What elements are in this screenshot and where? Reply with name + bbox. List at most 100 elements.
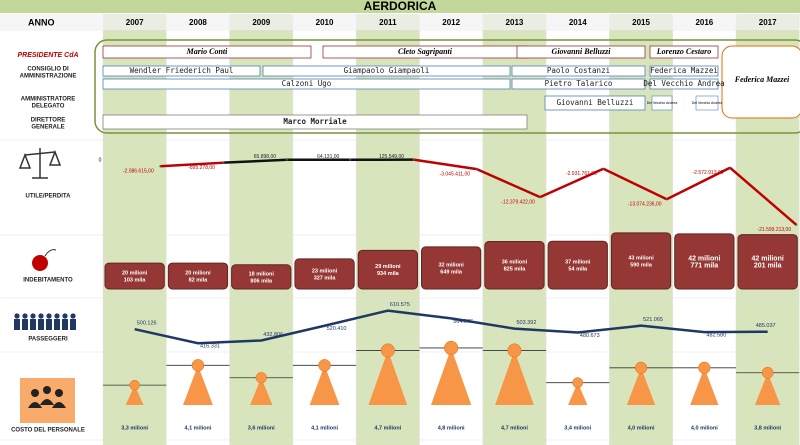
data-label: 201 mila xyxy=(754,263,782,270)
name-text: Giovanni Belluzzi xyxy=(557,98,634,107)
data-label: 825 mila xyxy=(504,267,527,273)
icon-part xyxy=(22,319,28,330)
icon-part xyxy=(46,319,52,330)
year-label: 2009 xyxy=(252,18,270,27)
profit-segment xyxy=(729,166,798,226)
data-label: 37 milioni xyxy=(565,260,591,266)
name-box xyxy=(649,45,719,59)
profit-point xyxy=(285,158,288,161)
cost-head xyxy=(761,366,774,379)
name-box xyxy=(102,65,261,77)
icon-part xyxy=(14,313,20,319)
profit-point xyxy=(539,196,542,199)
data-label: 480.673 xyxy=(580,333,600,339)
row-label: GENERALE xyxy=(31,125,64,131)
year-label: 2016 xyxy=(695,18,713,27)
name-text: Federica Mazzei xyxy=(650,66,718,75)
name-text: Del Vecchio Andrea xyxy=(643,79,724,88)
scale-icon xyxy=(18,148,62,179)
icon-part xyxy=(18,149,62,179)
name-box xyxy=(544,95,646,111)
title: AERDORICA xyxy=(364,0,437,13)
name-box xyxy=(262,65,511,77)
profit-point xyxy=(222,161,225,164)
cost-triangle xyxy=(309,365,340,405)
y-tick-label: 0 xyxy=(99,157,102,163)
name-text: Del Vecchio Andrea xyxy=(647,101,678,105)
data-label: 4,0 milioni xyxy=(691,425,718,431)
row-label: PRESIDENTE CdA xyxy=(17,52,78,59)
row-label: AMMINISTRATORE xyxy=(21,97,75,103)
name-text: Pietro Talarico xyxy=(545,79,613,88)
data-label: 20 milioni xyxy=(122,270,148,276)
data-label: 649 mila xyxy=(440,269,463,275)
icon-part xyxy=(46,313,52,319)
debt-box xyxy=(674,233,735,290)
icon-part xyxy=(54,313,60,319)
year-label: 2015 xyxy=(632,18,650,27)
data-label: 65.898,00 xyxy=(254,154,276,160)
name-box xyxy=(649,65,719,77)
profit-segment xyxy=(223,158,287,164)
icon-part xyxy=(38,319,44,330)
debt-box xyxy=(167,262,229,290)
name-text: Del Vecchio Andrea xyxy=(692,101,723,105)
governance-frame xyxy=(94,39,800,134)
data-label: 4,1 milioni xyxy=(184,425,211,431)
year-label: 2008 xyxy=(189,18,207,27)
name-box xyxy=(695,95,719,111)
profit-segment xyxy=(413,158,477,171)
year-header: ANNO xyxy=(28,17,55,27)
year-label: 2012 xyxy=(442,18,460,27)
year-label: 2014 xyxy=(569,18,587,27)
data-label: -895.278,00 xyxy=(188,165,215,171)
data-label: 520.410 xyxy=(327,326,347,332)
data-label: 125.549,00 xyxy=(379,154,404,160)
icon-part xyxy=(70,313,76,319)
name-box xyxy=(721,45,800,119)
data-label: 482.580 xyxy=(706,333,726,339)
profit-point xyxy=(795,223,798,226)
debt-box xyxy=(484,241,545,290)
data-label: 610.575 xyxy=(390,302,410,308)
row-label: PASSEGGERI xyxy=(28,337,68,343)
people-icon xyxy=(14,313,76,330)
cost-head xyxy=(318,359,331,372)
data-label: 36 milioni xyxy=(502,260,528,266)
icon-part xyxy=(55,389,63,397)
icon-part xyxy=(31,389,39,397)
icon-part xyxy=(14,319,20,330)
data-label: -2.086.615,00 xyxy=(123,169,154,175)
data-label: -3.045.411,00 xyxy=(440,171,471,177)
year-label: 2007 xyxy=(126,18,144,27)
name-text: Paolo Costanzi xyxy=(547,66,610,75)
name-text: Calzoni Ugo xyxy=(282,79,332,88)
name-box xyxy=(651,95,673,111)
data-label: 432.806 xyxy=(263,332,283,338)
data-label: 42 milioni xyxy=(688,255,720,262)
name-box xyxy=(511,78,646,90)
data-label: 4,7 milioni xyxy=(374,425,401,431)
year-label: 2013 xyxy=(506,18,524,27)
cost-head xyxy=(572,377,584,389)
passenger-line xyxy=(134,309,768,345)
debt-box xyxy=(357,249,419,290)
cost-head xyxy=(380,343,395,358)
data-label: 4,1 milioni xyxy=(311,425,338,431)
data-label: 500.126 xyxy=(137,321,157,327)
profit-point xyxy=(729,166,731,169)
year-label: 2010 xyxy=(316,18,334,27)
name-box xyxy=(649,78,719,90)
cost-triangle xyxy=(626,367,656,405)
data-label: -13.074.236,00 xyxy=(628,202,662,208)
name-box xyxy=(102,78,511,90)
cost-triangle xyxy=(568,382,588,405)
data-label: 20 milioni xyxy=(185,271,211,277)
debt-box xyxy=(421,246,482,290)
data-label: 934 mila xyxy=(377,271,400,277)
data-label: 521.065 xyxy=(643,317,663,323)
data-label: -2.572.913,00 xyxy=(693,170,724,176)
data-label: 416.331 xyxy=(200,344,220,350)
name-text: Giampaolo Giampaoli xyxy=(344,66,430,75)
